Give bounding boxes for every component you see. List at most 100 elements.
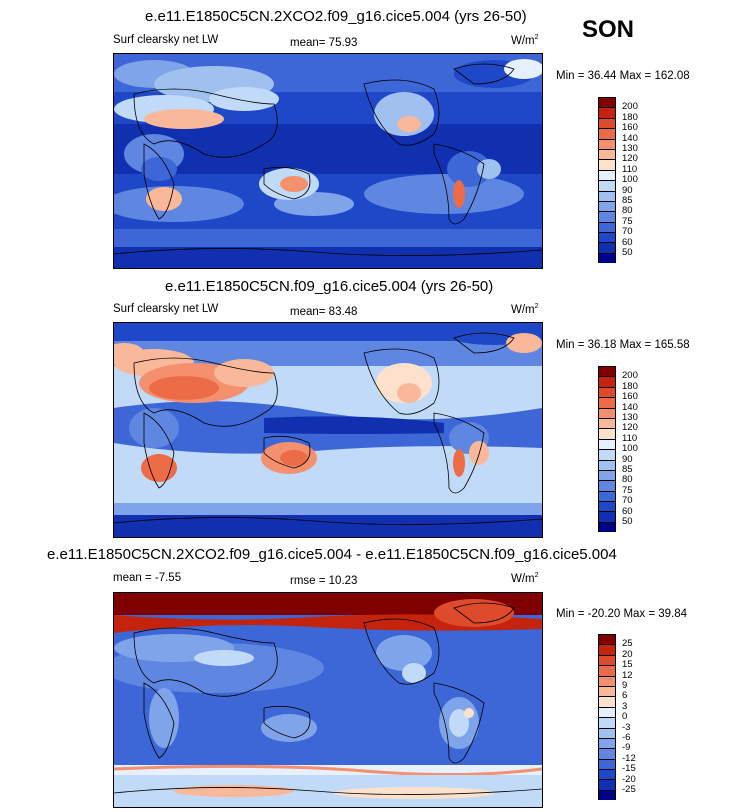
colorbar-box — [598, 366, 616, 377]
colorbar-box — [598, 386, 616, 398]
colorbar-tick-label: 70 — [622, 226, 633, 238]
colorbar-box — [598, 449, 616, 460]
colorbar-tick-label: 110 — [622, 163, 638, 175]
colorbar-box — [598, 469, 616, 481]
colorbar-tick-label: 50 — [622, 516, 633, 527]
colorbar-box — [598, 521, 616, 533]
season-label: SON — [582, 16, 635, 43]
colorbar-tick-label: 90 — [622, 184, 633, 196]
colorbar-box — [598, 737, 616, 749]
colorbar-tick-label: 9 — [622, 680, 628, 691]
panel-1-mean-label: mean= 75.93 — [290, 37, 358, 49]
colorbar-box — [598, 180, 616, 191]
colorbar-tick-label: 110 — [622, 432, 638, 444]
colorbar-tick-label: -6 — [622, 732, 631, 743]
colorbar-tick-label: 85 — [622, 195, 633, 206]
panel-3-colorbar: 25 20 15 12 9 6 3 0 -3 -6 -9 -12 -15 -20 -25 — [598, 634, 636, 801]
panel-2-units: W/m2 — [511, 303, 539, 316]
colorbar-tick-label: 50 — [622, 247, 633, 258]
colorbar-tick-label: 3 — [622, 700, 628, 712]
colorbar-tick-label: -3 — [622, 721, 631, 733]
colorbar-box — [598, 727, 616, 738]
colorbar-box — [598, 148, 616, 160]
colorbar-box — [598, 232, 616, 243]
panel-2-variable-label: Surf clearsky net LW — [113, 303, 219, 315]
colorbar-tick-label: 15 — [622, 659, 633, 671]
colorbar-tick-label: -15 — [622, 763, 636, 775]
colorbar-box — [598, 190, 616, 201]
panel-3-minmax: Min = -20.20 Max = 39.84 — [556, 608, 688, 620]
panel-2-map — [113, 322, 543, 538]
colorbar-box — [598, 685, 616, 697]
colorbar-tick-label: -9 — [622, 742, 631, 754]
colorbar-tick-label: 200 — [622, 370, 638, 382]
colorbar-tick-label: 100 — [622, 174, 638, 186]
panel-3-title: e.e11.E1850C5CN.2XCO2.f09_g16.cice5.004 … — [47, 546, 617, 563]
panel-2-minmax: Min = 36.18 Max = 165.58 — [556, 339, 690, 351]
colorbar-tick-label: 130 — [622, 412, 638, 423]
colorbar-box — [598, 634, 616, 645]
panel-3-mean-label: mean = -7.55 — [113, 572, 182, 584]
colorbar-tick-label: 140 — [622, 401, 638, 413]
colorbar-box — [598, 665, 616, 676]
colorbar-box — [598, 376, 616, 387]
colorbar-box — [598, 417, 616, 429]
colorbar-tick-label: 80 — [622, 474, 633, 486]
colorbar-box — [598, 748, 616, 759]
colorbar-tick-label: 160 — [622, 391, 638, 403]
colorbar-box — [598, 706, 616, 718]
colorbar-tick-label: 100 — [622, 443, 638, 455]
panel-1-colorbar: 200 180 160 140 130 120 110 100 90 85 80 75 70 60 50 — [598, 97, 638, 264]
panel-1-map — [113, 53, 543, 269]
colorbar-box — [598, 779, 616, 790]
colorbar-box — [598, 397, 616, 408]
colorbar-box — [598, 769, 616, 780]
colorbar-box — [598, 428, 616, 439]
colorbar-box — [598, 696, 616, 707]
colorbar-tick-label: 6 — [622, 690, 628, 702]
colorbar-tick-label: 0 — [622, 711, 628, 723]
colorbar-tick-label: -12 — [622, 752, 636, 764]
colorbar-box — [598, 480, 616, 491]
colorbar-box — [598, 459, 616, 470]
colorbar-box — [598, 97, 616, 108]
colorbar-tick-label: 85 — [622, 464, 633, 475]
colorbar-tick-label: 80 — [622, 205, 633, 217]
colorbar-box — [598, 717, 616, 728]
colorbar-box — [598, 169, 616, 181]
colorbar-box — [598, 675, 616, 686]
panel-2-colorbar: 200 180 160 140 130 120 110 100 90 85 80 75 70 60 50 — [598, 366, 638, 533]
panel-1-minmax: Min = 36.44 Max = 162.08 — [556, 70, 690, 82]
colorbar-box — [598, 107, 616, 118]
colorbar-tick-label: 180 — [622, 380, 638, 392]
colorbar-tick-label: -20 — [622, 773, 636, 785]
colorbar-tick-label: 20 — [622, 648, 633, 660]
colorbar-box — [598, 407, 616, 418]
colorbar-tick-label: 75 — [622, 484, 633, 496]
colorbar-box — [598, 758, 616, 770]
colorbar-box — [598, 644, 616, 655]
panel-2-title: e.e11.E1850C5CN.f09_g16.cice5.004 (yrs 2… — [165, 278, 494, 295]
colorbar-box — [598, 128, 616, 139]
colorbar-box — [598, 654, 616, 666]
panel-3-units: W/m2 — [511, 572, 539, 585]
colorbar-box — [598, 490, 616, 502]
colorbar-box — [598, 211, 616, 222]
colorbar-box — [598, 159, 616, 170]
colorbar-tick-label: 200 — [622, 101, 638, 113]
panel-3-rmse-label: rmse = 10.23 — [290, 575, 358, 587]
colorbar-tick-label: 160 — [622, 122, 638, 134]
colorbar-box — [598, 438, 616, 450]
colorbar-tick-label: 70 — [622, 495, 633, 507]
colorbar-box — [598, 252, 616, 264]
colorbar-box — [598, 501, 616, 512]
panel-3-map — [113, 592, 543, 808]
colorbar-tick-label: 75 — [622, 215, 633, 227]
panel-1-variable-label: Surf clearsky net LW — [113, 34, 219, 46]
panel-2-mean-label: mean= 83.48 — [290, 306, 358, 318]
colorbar-tick-label: -25 — [622, 784, 636, 795]
panel-1-title: e.e11.E1850C5CN.2XCO2.f09_g16.cice5.004 … — [145, 8, 527, 25]
colorbar-box — [598, 138, 616, 149]
colorbar-tick-label: 120 — [622, 422, 638, 434]
colorbar-box — [598, 117, 616, 129]
